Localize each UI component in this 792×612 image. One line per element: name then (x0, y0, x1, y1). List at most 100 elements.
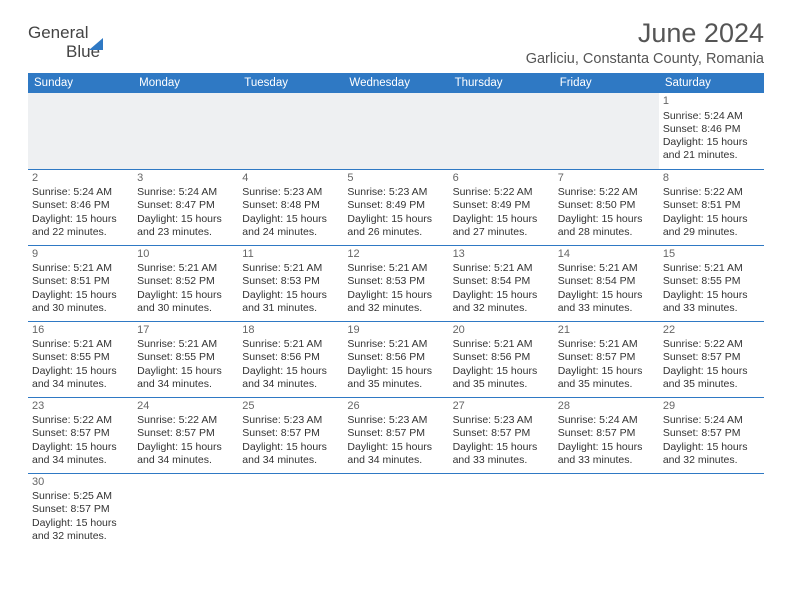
day-number: 16 (32, 324, 129, 338)
calendar-cell: 17Sunrise: 5:21 AMSunset: 8:55 PMDayligh… (133, 321, 238, 397)
cell-line: Sunset: 8:46 PM (32, 199, 129, 212)
day-number: 30 (32, 476, 129, 490)
calendar-cell: 7Sunrise: 5:22 AMSunset: 8:50 PMDaylight… (554, 169, 659, 245)
cell-line: Sunrise: 5:24 AM (558, 414, 655, 427)
cell-line: and 33 minutes. (558, 302, 655, 315)
calendar-cell: 1Sunrise: 5:24 AMSunset: 8:46 PMDaylight… (659, 93, 764, 169)
day-header: Thursday (449, 73, 554, 93)
day-number: 19 (347, 324, 444, 338)
cell-line: Sunrise: 5:23 AM (347, 186, 444, 199)
cell-line: Daylight: 15 hours (137, 441, 234, 454)
calendar-table: SundayMondayTuesdayWednesdayThursdayFrid… (28, 73, 764, 549)
day-number: 3 (137, 172, 234, 186)
cell-line: Sunrise: 5:21 AM (242, 262, 339, 275)
cell-line: Daylight: 15 hours (558, 289, 655, 302)
day-number: 12 (347, 248, 444, 262)
cell-line: and 23 minutes. (137, 226, 234, 239)
day-number: 17 (137, 324, 234, 338)
cell-line: Sunset: 8:56 PM (347, 351, 444, 364)
cell-line: Sunset: 8:53 PM (347, 275, 444, 288)
cell-line: and 35 minutes. (347, 378, 444, 391)
cell-line: and 33 minutes. (453, 454, 550, 467)
cell-line: Sunset: 8:49 PM (347, 199, 444, 212)
calendar-cell: 9Sunrise: 5:21 AMSunset: 8:51 PMDaylight… (28, 245, 133, 321)
cell-line: and 33 minutes. (663, 302, 760, 315)
calendar-cell (659, 473, 764, 549)
cell-line: Daylight: 15 hours (32, 517, 129, 530)
cell-line: Sunset: 8:57 PM (663, 427, 760, 440)
calendar-cell (554, 473, 659, 549)
calendar-cell: 3Sunrise: 5:24 AMSunset: 8:47 PMDaylight… (133, 169, 238, 245)
cell-line: Daylight: 15 hours (242, 213, 339, 226)
cell-line: and 21 minutes. (663, 149, 760, 162)
cell-line: Sunset: 8:55 PM (32, 351, 129, 364)
cell-line: Daylight: 15 hours (663, 213, 760, 226)
cell-line: Sunset: 8:51 PM (663, 199, 760, 212)
cell-line: Daylight: 15 hours (347, 213, 444, 226)
cell-line: and 34 minutes. (347, 454, 444, 467)
day-number: 5 (347, 172, 444, 186)
cell-line: Daylight: 15 hours (137, 289, 234, 302)
calendar-cell (238, 93, 343, 169)
cell-line: Daylight: 15 hours (663, 289, 760, 302)
cell-line: Sunrise: 5:22 AM (663, 338, 760, 351)
cell-line: and 27 minutes. (453, 226, 550, 239)
cell-line: Daylight: 15 hours (242, 365, 339, 378)
cell-line: and 30 minutes. (137, 302, 234, 315)
cell-line: Sunrise: 5:22 AM (137, 414, 234, 427)
cell-line: Sunrise: 5:22 AM (663, 186, 760, 199)
cell-line: and 22 minutes. (32, 226, 129, 239)
cell-line: Sunset: 8:57 PM (242, 427, 339, 440)
cell-line: Sunrise: 5:21 AM (453, 338, 550, 351)
logo: General Blue (28, 18, 103, 62)
cell-line: Daylight: 15 hours (137, 365, 234, 378)
calendar-cell: 2Sunrise: 5:24 AMSunset: 8:46 PMDaylight… (28, 169, 133, 245)
cell-line: Sunrise: 5:21 AM (32, 338, 129, 351)
cell-line: Sunset: 8:55 PM (663, 275, 760, 288)
calendar-cell: 16Sunrise: 5:21 AMSunset: 8:55 PMDayligh… (28, 321, 133, 397)
day-number: 6 (453, 172, 550, 186)
cell-line: and 33 minutes. (558, 454, 655, 467)
cell-line: Sunset: 8:53 PM (242, 275, 339, 288)
day-header: Monday (133, 73, 238, 93)
cell-line: Daylight: 15 hours (663, 441, 760, 454)
cell-line: Sunset: 8:57 PM (347, 427, 444, 440)
calendar-cell (554, 93, 659, 169)
cell-line: Sunrise: 5:21 AM (558, 262, 655, 275)
cell-line: Sunrise: 5:21 AM (453, 262, 550, 275)
cell-line: and 35 minutes. (558, 378, 655, 391)
cell-line: Daylight: 15 hours (347, 365, 444, 378)
calendar-cell: 8Sunrise: 5:22 AMSunset: 8:51 PMDaylight… (659, 169, 764, 245)
cell-line: Daylight: 15 hours (32, 441, 129, 454)
cell-line: Sunrise: 5:21 AM (558, 338, 655, 351)
day-number: 15 (663, 248, 760, 262)
cell-line: and 29 minutes. (663, 226, 760, 239)
cell-line: Sunrise: 5:23 AM (242, 186, 339, 199)
cell-line: Sunrise: 5:21 AM (347, 338, 444, 351)
cell-line: Sunrise: 5:25 AM (32, 490, 129, 503)
header: General Blue June 2024 Garliciu, Constan… (28, 18, 764, 67)
day-header: Friday (554, 73, 659, 93)
calendar-cell: 25Sunrise: 5:23 AMSunset: 8:57 PMDayligh… (238, 397, 343, 473)
location-subtitle: Garliciu, Constanta County, Romania (526, 51, 764, 67)
day-number: 13 (453, 248, 550, 262)
cell-line: and 34 minutes. (32, 454, 129, 467)
day-number: 10 (137, 248, 234, 262)
cell-line: Daylight: 15 hours (32, 289, 129, 302)
cell-line: and 26 minutes. (347, 226, 444, 239)
cell-line: Daylight: 15 hours (558, 365, 655, 378)
cell-line: Sunset: 8:57 PM (558, 351, 655, 364)
day-number: 14 (558, 248, 655, 262)
calendar-cell (133, 473, 238, 549)
day-number: 2 (32, 172, 129, 186)
cell-line: Sunset: 8:57 PM (32, 503, 129, 516)
cell-line: Sunrise: 5:21 AM (663, 262, 760, 275)
calendar-cell: 22Sunrise: 5:22 AMSunset: 8:57 PMDayligh… (659, 321, 764, 397)
day-header: Tuesday (238, 73, 343, 93)
cell-line: and 35 minutes. (453, 378, 550, 391)
calendar-cell (449, 473, 554, 549)
calendar-cell (238, 473, 343, 549)
calendar-cell: 28Sunrise: 5:24 AMSunset: 8:57 PMDayligh… (554, 397, 659, 473)
day-number: 28 (558, 400, 655, 414)
cell-line: Sunset: 8:52 PM (137, 275, 234, 288)
